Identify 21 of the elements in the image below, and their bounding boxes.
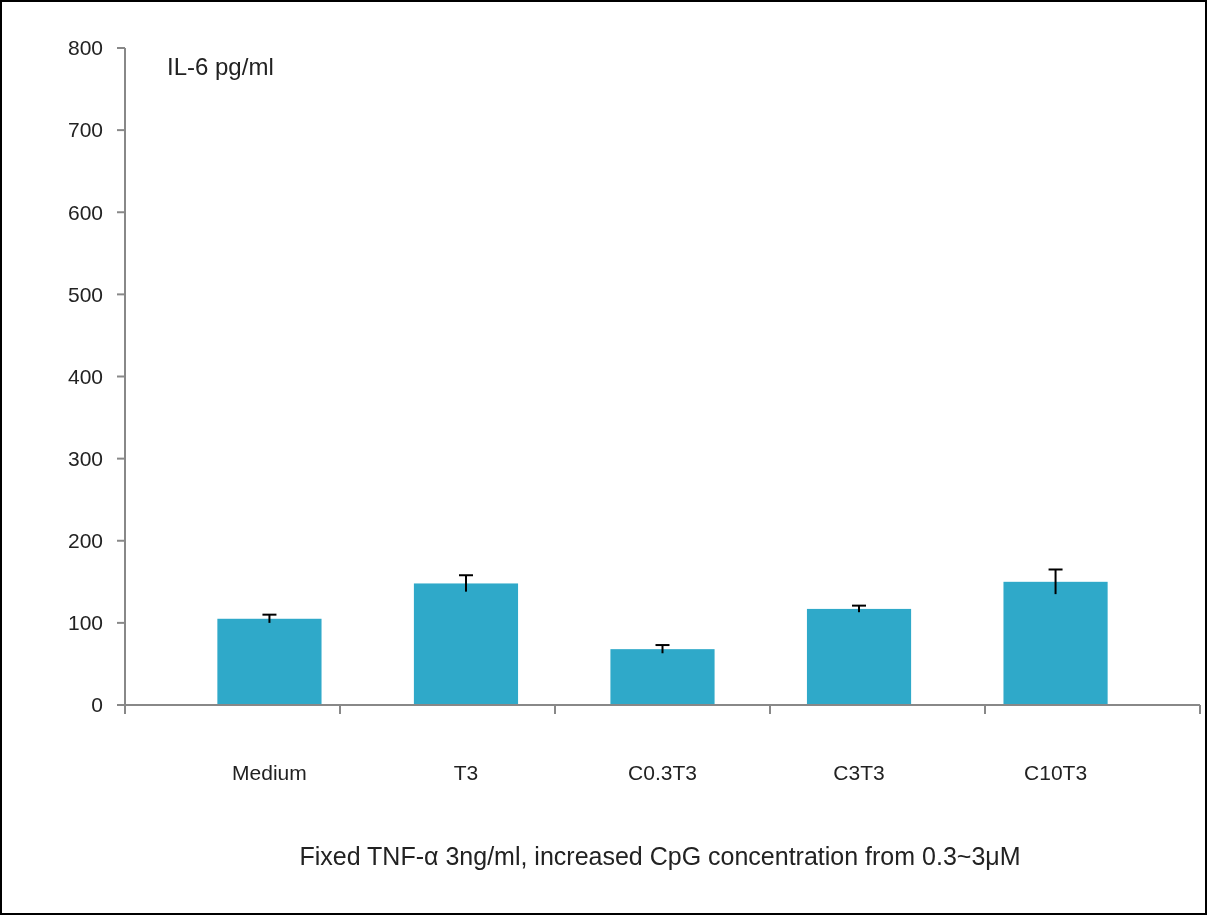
y-tick-label: 0 bbox=[91, 693, 103, 717]
bar bbox=[806, 608, 912, 705]
x-tick-label: C3T3 bbox=[833, 761, 885, 784]
x-axis-title: Fixed TNF-α 3ng/ml, increased CpG concentration from 0.3~3μM bbox=[299, 842, 1021, 870]
bar bbox=[610, 649, 715, 705]
x-tick-label: Medium bbox=[232, 761, 307, 784]
y-tick-label: 100 bbox=[67, 611, 103, 635]
y-tick-label: 500 bbox=[67, 282, 103, 306]
y-tick-label: 400 bbox=[67, 364, 103, 388]
x-tick-label: C0.3T3 bbox=[628, 761, 697, 784]
y-tick-label: 700 bbox=[67, 118, 103, 142]
y-tick-label: 200 bbox=[67, 529, 103, 553]
bar bbox=[1003, 581, 1108, 705]
y-tick-label: 300 bbox=[67, 446, 103, 470]
y-axis-title: IL-6 pg/ml bbox=[167, 53, 274, 80]
y-tick-label: 600 bbox=[67, 200, 103, 224]
x-tick-label: T3 bbox=[453, 761, 479, 784]
x-tick-label: C10T3 bbox=[1024, 761, 1088, 784]
bar bbox=[217, 618, 322, 705]
y-tick-label: 800 bbox=[67, 36, 103, 60]
bar bbox=[413, 583, 519, 705]
